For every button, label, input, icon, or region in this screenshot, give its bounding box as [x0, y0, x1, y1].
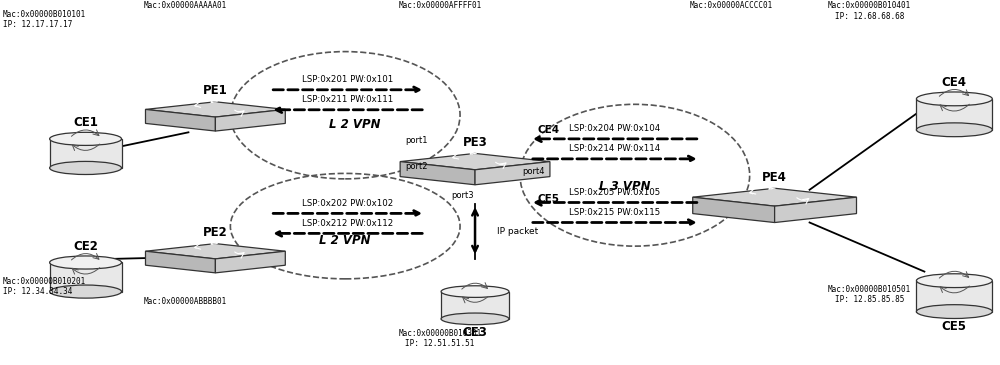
Ellipse shape [50, 132, 122, 145]
Text: Mac:0x00000AAAAA01: Mac:0x00000AAAAA01 [144, 1, 227, 11]
Text: PE1: PE1 [203, 84, 228, 97]
Polygon shape [475, 162, 550, 185]
Text: Mac:0x00000ACCCC01: Mac:0x00000ACCCC01 [690, 1, 773, 11]
Text: Mac:0x00000ABBBB01: Mac:0x00000ABBBB01 [144, 297, 227, 306]
Text: LSP:0x205 PW:0x105: LSP:0x205 PW:0x105 [569, 188, 660, 197]
Ellipse shape [50, 256, 122, 269]
Text: port2: port2 [406, 162, 428, 171]
Text: Mac:0x00000B010301
IP: 12.51.51.51: Mac:0x00000B010301 IP: 12.51.51.51 [398, 328, 482, 348]
Polygon shape [145, 243, 285, 259]
Polygon shape [215, 251, 285, 273]
Text: LSP:0x212 PW:0x112: LSP:0x212 PW:0x112 [302, 219, 393, 228]
Polygon shape [916, 281, 992, 312]
Text: CE3: CE3 [463, 326, 487, 339]
Ellipse shape [916, 305, 992, 319]
Ellipse shape [441, 313, 509, 325]
Text: PE3: PE3 [463, 136, 487, 149]
Polygon shape [145, 110, 215, 131]
Text: CE5: CE5 [538, 194, 560, 204]
Text: port3: port3 [452, 191, 474, 200]
Text: CE2: CE2 [73, 240, 98, 253]
Text: PE4: PE4 [762, 171, 787, 184]
Text: CE1: CE1 [73, 116, 98, 130]
Text: CE4: CE4 [942, 76, 967, 89]
Ellipse shape [916, 92, 992, 106]
Text: LSP:0x204 PW:0x104: LSP:0x204 PW:0x104 [569, 124, 660, 133]
Polygon shape [400, 162, 475, 185]
Text: CE5: CE5 [942, 320, 967, 333]
Text: port4: port4 [522, 167, 544, 176]
Text: Mac:0x00000AFFFF01: Mac:0x00000AFFFF01 [398, 1, 482, 11]
Text: Mac:0x00000B010101
IP: 12.17.17.17: Mac:0x00000B010101 IP: 12.17.17.17 [3, 10, 86, 29]
Text: LSP:0x202 PW:0x102: LSP:0x202 PW:0x102 [302, 199, 393, 208]
Polygon shape [400, 153, 550, 170]
Ellipse shape [50, 285, 122, 298]
Text: PE2: PE2 [203, 226, 228, 239]
Text: CE4: CE4 [538, 125, 560, 135]
Text: Mac:0x00000B010201
IP: 12.34.34.34: Mac:0x00000B010201 IP: 12.34.34.34 [3, 277, 86, 296]
Polygon shape [693, 197, 775, 223]
Text: port1: port1 [406, 136, 428, 145]
Text: L 2 VPN: L 2 VPN [319, 234, 371, 247]
Text: Mac:0x00000B010501
IP: 12.85.85.85: Mac:0x00000B010501 IP: 12.85.85.85 [828, 285, 911, 304]
Text: L 2 VPN: L 2 VPN [329, 118, 381, 131]
Polygon shape [916, 99, 992, 130]
Ellipse shape [441, 286, 509, 297]
Polygon shape [145, 251, 215, 273]
Ellipse shape [50, 161, 122, 174]
Text: LSP:0x201 PW:0x101: LSP:0x201 PW:0x101 [302, 75, 393, 84]
Polygon shape [775, 197, 857, 223]
Polygon shape [215, 110, 285, 131]
Polygon shape [50, 262, 122, 292]
Text: LSP:0x214 PW:0x114: LSP:0x214 PW:0x114 [569, 144, 660, 153]
Text: L 3 VPN: L 3 VPN [599, 180, 651, 193]
Ellipse shape [916, 274, 992, 288]
Polygon shape [145, 102, 285, 117]
Ellipse shape [916, 123, 992, 137]
Text: LSP:0x215 PW:0x115: LSP:0x215 PW:0x115 [569, 208, 660, 217]
Polygon shape [50, 139, 122, 168]
Text: Mac:0x00000B010401
IP: 12.68.68.68: Mac:0x00000B010401 IP: 12.68.68.68 [828, 1, 911, 21]
Text: IP packet: IP packet [497, 227, 538, 236]
Polygon shape [441, 292, 509, 319]
Polygon shape [693, 188, 857, 206]
Text: LSP:0x211 PW:0x111: LSP:0x211 PW:0x111 [302, 95, 393, 104]
